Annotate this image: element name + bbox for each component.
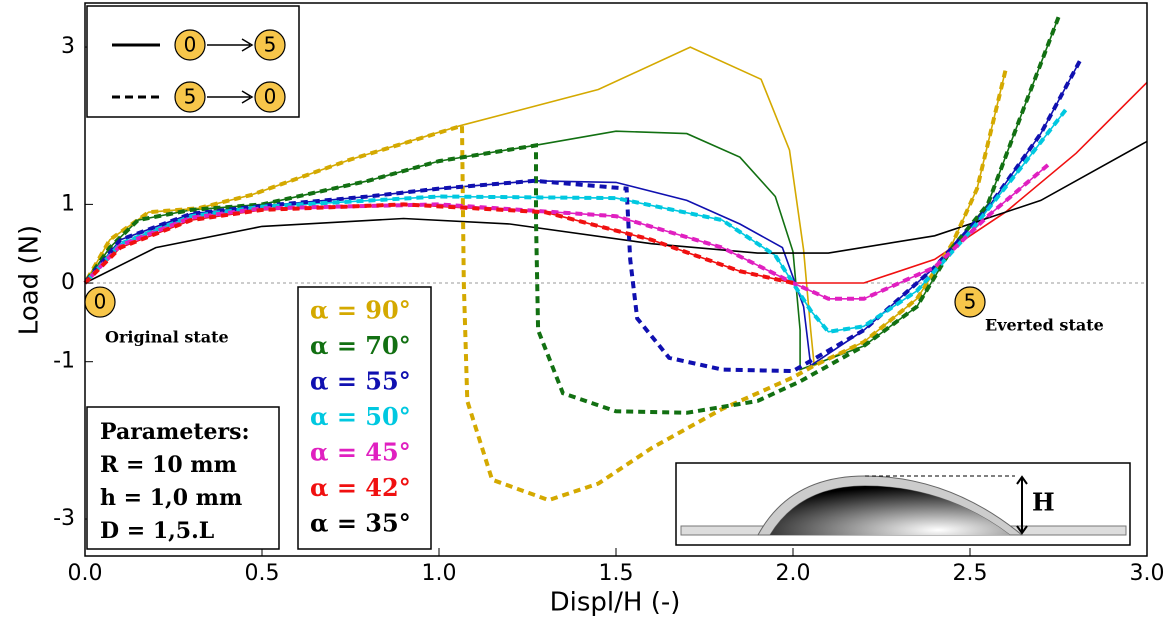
- legend-entry: α = 55°: [310, 367, 411, 396]
- state-badge-label: 0: [184, 33, 197, 57]
- return-line: [83, 16, 1061, 415]
- return-line: [83, 202, 794, 285]
- return-line: [83, 70, 1008, 503]
- x-tick-label: 2.5: [953, 561, 988, 586]
- return-line: [83, 108, 1068, 334]
- series-line: [84, 46, 1007, 367]
- parameter-line: D = 1,5.L: [100, 518, 214, 544]
- state-badge: [84, 286, 116, 318]
- y-tick-label: 0: [61, 270, 75, 295]
- parameter-line: R = 10 mm: [100, 452, 237, 478]
- parameters-box: [86, 406, 280, 550]
- x-tick-label: 2.0: [776, 561, 811, 586]
- state-badge-label: 0: [264, 85, 277, 109]
- state-badge: [174, 29, 206, 61]
- state-badge: [254, 81, 286, 113]
- h-arrow: [1016, 475, 1028, 535]
- x-tick-label: 0.5: [245, 561, 280, 586]
- x-tick-label: 1.5: [599, 561, 634, 586]
- legend-entry: α = 90°: [310, 296, 411, 325]
- dome-fill: [770, 486, 1010, 535]
- inset: H: [675, 462, 1131, 546]
- legend-entry: α = 42°: [310, 473, 411, 502]
- series-line: [84, 140, 1148, 284]
- legend-arrow: [207, 90, 254, 104]
- state-badge: [254, 29, 286, 61]
- y-tick-label: 1: [61, 191, 75, 216]
- state-badge-label: 5: [264, 33, 277, 57]
- y-tick-label: 3: [61, 34, 75, 59]
- legend-entry: α = 35°: [310, 509, 411, 538]
- inset-label: H: [1032, 488, 1055, 517]
- state-badge-label: 5: [964, 290, 977, 314]
- state-badge-label: 0: [94, 290, 107, 314]
- legend-entry: α = 70°: [310, 331, 411, 360]
- x-tick-label: 3.0: [1130, 561, 1165, 586]
- state-text: Everted state: [985, 316, 1104, 335]
- state-text: Original state: [105, 328, 229, 347]
- x-tick-label: 1.0: [422, 561, 457, 586]
- legend-entry: α = 45°: [310, 438, 411, 467]
- y-axis-label: Load (N): [15, 225, 45, 335]
- legend-arrow: [207, 38, 254, 52]
- parameters-title: Parameters:: [100, 419, 250, 445]
- state-badge: [174, 81, 206, 113]
- state-badge: [954, 286, 986, 318]
- x-axis-label: Displ/H (-): [550, 588, 681, 618]
- alpha-legend: [297, 286, 432, 550]
- y-tick-label: -3: [53, 506, 75, 531]
- parameter-line: h = 1,0 mm: [100, 485, 242, 511]
- x-tick-label: 0.0: [68, 561, 103, 586]
- state-badge-label: 5: [184, 85, 197, 109]
- legend-entry: α = 50°: [310, 402, 411, 431]
- y-tick-label: -1: [53, 349, 75, 374]
